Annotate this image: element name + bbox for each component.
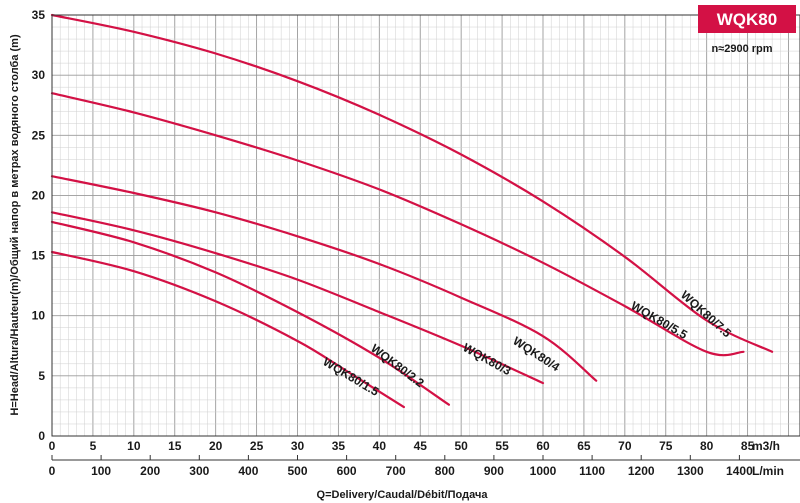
x-tick-label: 75 [659,439,673,453]
x-tick-label: 0 [49,439,56,453]
x2-tick-label: 1400 [726,464,753,478]
x2-tick-label: 900 [484,464,504,478]
x2-tick-label: 700 [386,464,406,478]
x-tick-label: 5 [90,439,97,453]
y-tick-label: 10 [32,309,46,323]
performance-curves [50,13,774,409]
y-tick-label: 0 [38,429,45,443]
y-axis-ticks: 0 5 10 15 20 25 30 35 [32,8,46,443]
x2-tick-label: 800 [435,464,455,478]
x-tick-label: 55 [495,439,509,453]
x2-tick-label: 1300 [677,464,704,478]
curve-label-wqk80-3: WQK80/3 [461,340,514,378]
x2-tick-label: 100 [91,464,111,478]
x2-tick-label: 600 [337,464,357,478]
x-axis-ticks-lmin: 0 100 200 300 400 500 600 700 800 900 1000 1100 1200… [49,455,753,478]
x2-tick-label: 1000 [530,464,557,478]
curve-wqk80-1-5 [50,250,405,409]
x-unit-label: m3/h [752,439,780,453]
x-tick-label: 60 [536,439,550,453]
x-tick-label: 70 [618,439,632,453]
curve-label-wqk80-1-5: WQK80/1.5 [320,355,381,399]
y-tick-label: 20 [32,188,46,202]
y-tick-label: 35 [32,8,46,22]
x2-unit-label: L/min [752,464,784,478]
x2-tick-label: 1200 [628,464,655,478]
x-tick-label: 65 [577,439,591,453]
curve-wqk80-3 [50,211,545,385]
y-tick-label: 25 [32,128,46,142]
x-tick-label: 80 [700,439,714,453]
x2-tick-label: 400 [238,464,258,478]
curve-wqk80-5-5 [50,92,745,357]
x2-tick-label: 200 [140,464,160,478]
curve-label-wqk80-2-2: WQK80/2.2 [368,341,427,390]
y-axis-title: H=Head/Altura/Hauteur(m)/Общий напор в м… [9,34,21,416]
x-tick-label: 85 [741,439,755,453]
x2-tick-label: 300 [189,464,209,478]
x-axis-title: Q=Delivery/Caudal/Débit/Подача [317,489,489,501]
y-tick-label: 30 [32,68,46,82]
x-tick-label: 30 [291,439,305,453]
x2-tick-label: 1100 [579,464,605,478]
y-tick-label: 15 [32,249,46,263]
x2-tick-label: 500 [287,464,307,478]
x-tick-label: 35 [332,439,346,453]
x-tick-label: 10 [127,439,141,453]
curve-wqk80-7-5 [50,13,774,353]
x-tick-label: 40 [373,439,387,453]
x2-tick-label: 0 [49,464,56,478]
curve-wqk80-2-2 [50,220,450,406]
x-tick-label: 25 [250,439,264,453]
curve-label-wqk80-5-5: WQK80/5.5 [629,298,691,342]
x-tick-label: 20 [209,439,223,453]
model-badge [698,5,796,33]
curve-wqk80-4 [50,175,598,382]
x-tick-label: 50 [454,439,468,453]
model-badge-label: WQK80 [717,10,777,29]
grid [51,14,800,437]
x-tick-label: 15 [168,439,182,453]
plot-area-frame [51,14,800,437]
x-tick-label: 45 [414,439,428,453]
y-tick-label: 5 [38,369,45,383]
speed-label: n≈2900 rpm [711,43,772,55]
